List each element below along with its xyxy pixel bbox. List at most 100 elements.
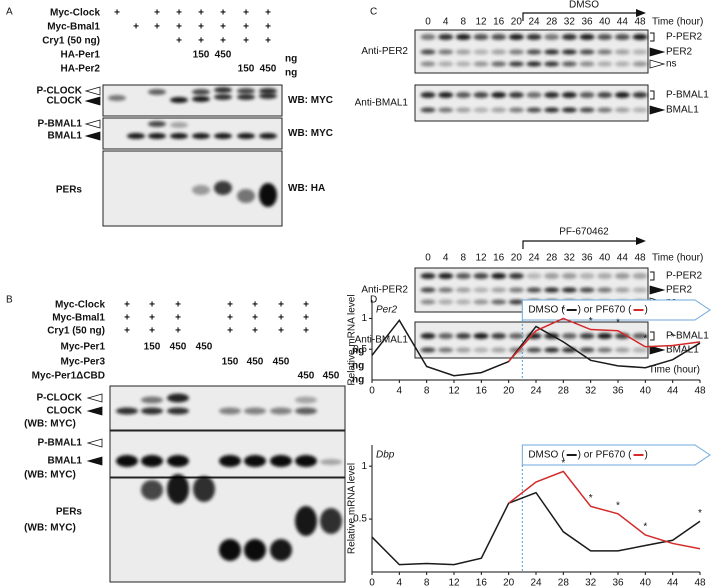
row-label: Myc-Clock: [50, 8, 100, 19]
x-tick-label: 44: [667, 386, 679, 397]
band-label: ns: [666, 59, 677, 70]
legend-text: DMSO: [528, 305, 558, 316]
time-label: 28: [546, 253, 558, 264]
band: [259, 93, 277, 99]
x-tick-label: 28: [558, 386, 570, 397]
time-label: 16: [493, 253, 505, 264]
band: [508, 299, 524, 305]
band: [561, 273, 577, 279]
lane-cell: +: [133, 22, 139, 33]
band-arrow: [84, 119, 101, 129]
wb-label: (WB: MYC): [24, 523, 76, 534]
band: [259, 183, 277, 207]
band: [219, 407, 241, 415]
band: [438, 49, 454, 55]
band-bracket: [650, 90, 655, 100]
band: [632, 333, 648, 339]
band: [214, 181, 232, 195]
band-bracket: [650, 271, 655, 281]
antibody-label: Anti-BMAL1: [355, 335, 409, 346]
time-label: 32: [564, 253, 576, 264]
time-label: 36: [581, 17, 593, 28]
band: [561, 92, 577, 98]
band: [455, 333, 471, 339]
band-label: PERs: [56, 507, 83, 518]
time-label: 0: [425, 17, 431, 28]
band: [141, 480, 163, 500]
band: [148, 121, 166, 127]
band: [491, 92, 507, 98]
band: [259, 88, 277, 94]
y-axis-label: Relative mRNA level: [347, 294, 358, 385]
time-label: 24: [528, 17, 540, 28]
band: [455, 107, 471, 113]
band: [491, 333, 507, 339]
band: [491, 34, 507, 40]
x-tick-label: 36: [612, 578, 624, 587]
band: [455, 61, 471, 67]
band: [597, 61, 613, 67]
band: [167, 407, 189, 415]
band: [632, 287, 648, 293]
lane-cell: +: [252, 313, 258, 324]
x-tick-label: 24: [530, 386, 542, 397]
band-arrow: [649, 59, 666, 69]
chart-title: Per2: [376, 305, 398, 316]
lane-cell: +: [124, 313, 130, 324]
band-label: BMAL1: [48, 456, 83, 467]
band-arrow: [86, 438, 103, 448]
lane-cell: +: [220, 36, 226, 47]
band: [244, 455, 266, 467]
band: [526, 61, 542, 67]
row-label: Cry1 (50 ng): [47, 326, 105, 337]
band: [491, 273, 507, 279]
band: [561, 107, 577, 113]
panel-label: D: [370, 295, 377, 306]
band: [526, 34, 542, 40]
legend-text: (: [628, 305, 632, 316]
band: [544, 34, 560, 40]
time-label: 28: [546, 17, 558, 28]
band: [632, 49, 648, 55]
band: [579, 273, 595, 279]
antibody-label: Anti-BMAL1: [355, 98, 409, 109]
band: [526, 49, 542, 55]
band: [455, 273, 471, 279]
band: [438, 92, 454, 98]
time-label: 8: [461, 17, 467, 28]
band: [214, 87, 232, 93]
lane-cell: +: [149, 300, 155, 311]
time-label: 4: [443, 253, 449, 264]
lane-cell: 150: [144, 342, 161, 353]
band: [473, 92, 489, 98]
band: [473, 49, 489, 55]
band-arrow: [86, 456, 103, 466]
row-label: Myc-Bmal1: [47, 22, 100, 33]
lane-cell: +: [252, 326, 258, 337]
significance-marker: *: [616, 317, 620, 328]
band: [420, 333, 436, 339]
unit: ng: [285, 54, 297, 65]
band: [192, 89, 210, 95]
lane-cell: +: [176, 8, 182, 19]
x-tick-label: 28: [558, 578, 570, 587]
band: [127, 133, 145, 139]
legend-text: PF670: [596, 305, 626, 316]
band: [561, 34, 577, 40]
band: [320, 508, 342, 534]
row-label: Myc-Per1: [61, 342, 106, 353]
lane-cell: +: [227, 313, 233, 324]
y-tick-label: 1: [361, 461, 367, 472]
x-tick-label: 36: [612, 386, 624, 397]
band-arrow: [86, 406, 103, 416]
band-label: PER2: [666, 47, 693, 58]
x-tick-label: 16: [476, 578, 488, 587]
lane-cell: +: [149, 313, 155, 324]
band: [597, 49, 613, 55]
legend-text: ) or: [578, 450, 594, 461]
band-arrow: [84, 131, 101, 141]
band-arrow: [649, 105, 666, 115]
unit: ng: [352, 346, 364, 357]
band: [579, 287, 595, 293]
band: [508, 49, 524, 55]
